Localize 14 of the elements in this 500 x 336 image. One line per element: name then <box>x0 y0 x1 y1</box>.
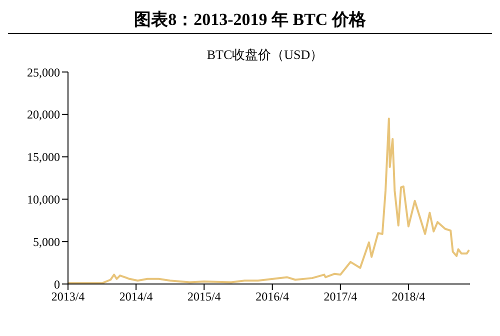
y-tick-label: 0 <box>54 277 60 292</box>
y-tick-label: 5,000 <box>33 234 60 249</box>
chart-subtitle: BTC收盘价（USD） <box>206 46 324 64</box>
x-tick-label: 2014/4 <box>119 290 153 304</box>
x-tick-label: 2017/4 <box>324 290 358 304</box>
x-tick-label: 2018/4 <box>392 290 426 304</box>
y-tick-label: 10,000 <box>27 192 60 206</box>
chart-title: 图表8：2013-2019 年 BTC 价格 <box>8 8 492 34</box>
y-tick-label: 15,000 <box>27 150 60 164</box>
x-tick-label: 2016/4 <box>256 290 290 304</box>
x-tick-label: 2015/4 <box>187 290 221 304</box>
y-tick-label: 25,000 <box>27 65 60 80</box>
x-tick-label: 2013/4 <box>51 290 85 304</box>
y-tick-label: 20,000 <box>27 108 60 122</box>
